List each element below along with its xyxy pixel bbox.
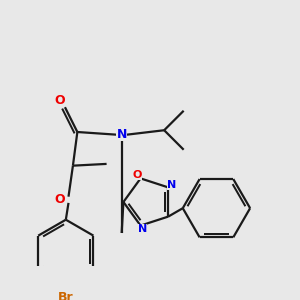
Text: O: O bbox=[54, 193, 65, 206]
Text: N: N bbox=[138, 224, 147, 234]
Text: Br: Br bbox=[58, 291, 74, 300]
Text: O: O bbox=[132, 170, 142, 180]
Text: N: N bbox=[167, 180, 176, 190]
Text: O: O bbox=[54, 94, 65, 107]
Text: N: N bbox=[116, 128, 127, 141]
